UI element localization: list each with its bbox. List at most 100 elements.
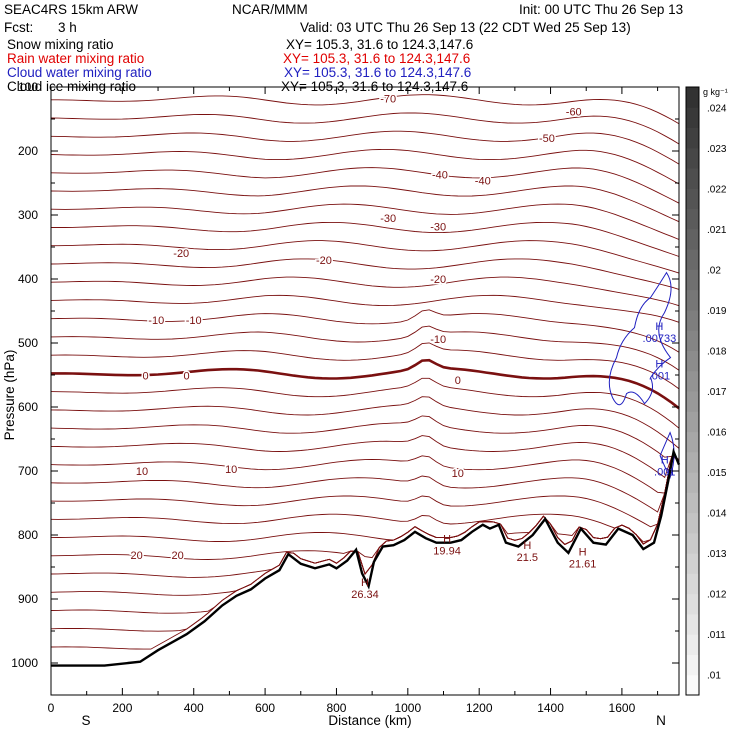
colorbar-band: [686, 87, 699, 108]
x-tick-label: 200: [112, 701, 132, 715]
colorbar-band: [686, 269, 699, 291]
colorbar-band: [686, 512, 699, 534]
high-value: 21.5: [517, 552, 538, 564]
model-title: SEAC4RS 15km ARW: [4, 2, 139, 17]
colorbar-frame: [685, 86, 700, 696]
contour-label: -70: [380, 94, 396, 106]
colorbar-band: [686, 289, 699, 311]
x-tick-label: 1000: [394, 701, 421, 715]
high-marker: H: [661, 454, 669, 466]
legend-rain-label: Rain water mixing ratio: [7, 51, 145, 66]
y-tick-label: 100: [18, 80, 38, 94]
isotherm-line: [50, 455, 680, 543]
terrain-line: [51, 447, 681, 667]
colorbar-band: [686, 168, 699, 189]
contour-label: 10: [452, 468, 464, 480]
colorbar-band: [686, 208, 699, 230]
isotherm-line: [50, 258, 680, 290]
isotherm-line: [50, 396, 680, 449]
isotherm-line: [50, 377, 680, 429]
terrain-fill: [51, 451, 679, 695]
high-marker: H: [523, 540, 531, 552]
x-tick-label: 600: [255, 701, 275, 715]
y-tick-label: 900: [18, 592, 38, 606]
contour-label: 20: [131, 550, 143, 562]
y-tick-label: 300: [18, 208, 38, 222]
isotherm-line: [51, 221, 680, 257]
north-marker: N: [656, 713, 666, 728]
x-tick-label: 0: [48, 701, 55, 715]
high-value: 26.34: [351, 589, 379, 601]
legend-snow-label: Snow mixing ratio: [7, 37, 114, 52]
valid-time: Valid: 03 UTC Thu 26 Sep 13 (22 CDT Wed …: [300, 20, 631, 35]
x-tick-label: 800: [326, 701, 346, 715]
y-axis-label: Pressure (hPa): [2, 350, 17, 441]
contour-label: -30: [430, 222, 446, 234]
legend-cloudwater-xy: XY= 105.3, 31.6 to 124.3,147.6: [284, 65, 472, 80]
forecast-hours: 3 h: [58, 20, 77, 35]
colorbar-band: [686, 411, 699, 433]
colorbar-band: [686, 593, 699, 615]
y-tick-label: 800: [18, 528, 38, 542]
contour-label: -10: [186, 315, 202, 327]
contour-label: -20: [316, 255, 332, 267]
colorbar-label: .018: [707, 346, 727, 357]
init-time: Init: 00 UTC Thu 26 Sep 13: [519, 2, 684, 17]
isotherm-line: [50, 342, 680, 390]
colorbar-label: .014: [707, 509, 727, 520]
colorbar-label: .017: [707, 387, 727, 398]
colorbar-band: [686, 613, 699, 635]
legend-snow-xy: XY= 105.3, 31.6 to 124.3,147.6: [286, 37, 474, 52]
colorbar-band: [686, 492, 699, 514]
contour-label: 0: [142, 371, 148, 383]
x-tick-label: 1600: [609, 701, 636, 715]
freezing-level-line: [51, 358, 680, 410]
isotherm-line: [51, 94, 680, 125]
contour-labels: -70 -60 -50 -40 -40 -30 -30 -20 -20 -20 -10 -10 -10 0…: [129, 92, 676, 601]
y-tick-label: 1000: [11, 656, 38, 670]
isotherm-line: [51, 240, 680, 274]
terrain-fill-layer: [51, 451, 679, 695]
contour-label: -40: [475, 175, 491, 187]
isotherm-line: [50, 294, 680, 323]
terrain-line-layer: [51, 447, 681, 667]
axes: 0 200 400 600 800 1000 1200 1400 160010020030040…: [11, 80, 680, 715]
y-tick-label: 200: [18, 144, 38, 158]
x-tick-label: 1400: [537, 701, 564, 715]
contour-label: -60: [566, 106, 582, 118]
isotherm-line: [50, 203, 680, 240]
colorbar-band: [686, 472, 699, 493]
isotherm-line: [50, 130, 680, 165]
high-value: .001: [649, 370, 670, 382]
colorbar-band: [686, 228, 699, 250]
x-tick-label: 400: [184, 701, 204, 715]
contour-label: -30: [380, 213, 396, 225]
colorbar-band: [686, 147, 699, 169]
contour-label: -10: [430, 334, 446, 346]
colorbar-band: [686, 391, 699, 412]
isotherm-line: [50, 167, 680, 204]
contour-label: 10: [225, 464, 237, 476]
high-marker: H: [655, 321, 663, 333]
isotherm-line: [50, 455, 680, 494]
colorbar-label: .011: [707, 630, 726, 641]
organization: NCAR/MMM: [232, 2, 308, 17]
colorbar-label: .012: [707, 590, 727, 601]
colorbar-band: [686, 451, 699, 473]
colorbar-band: [686, 431, 699, 453]
plot-frame: [50, 86, 680, 696]
colorbar-band: [686, 634, 699, 655]
isotherm-line: [50, 276, 680, 307]
colorbar-band: [686, 309, 699, 331]
legend-cloudwater-label: Cloud water mixing ratio: [7, 65, 152, 80]
contour-label: -20: [430, 274, 446, 286]
isotherm-line: [50, 148, 680, 185]
isotherm-line: [50, 455, 680, 513]
y-tick-label: 600: [18, 400, 38, 414]
high-marker: H: [443, 534, 451, 546]
x-axis-label: Distance (km): [328, 713, 411, 728]
high-value: 21.61: [569, 558, 597, 570]
isotherm-contours: [50, 94, 680, 650]
cloud-water-contour: [608, 271, 672, 406]
contour-label: 0: [455, 375, 461, 387]
